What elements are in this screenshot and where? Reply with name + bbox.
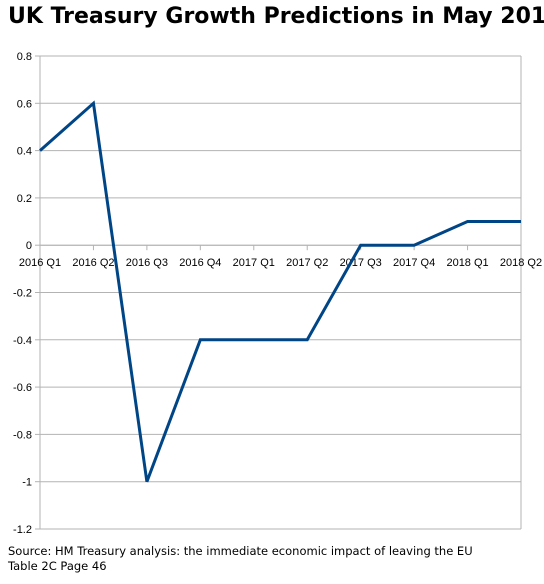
x-tick-label: 2016 Q2	[72, 257, 114, 269]
x-tick-labels: 2016 Q1 2016 Q2 2016 Q3 2016 Q4 2017 Q1 2017 …	[19, 257, 542, 269]
source-line-2: Table 2C Page 46	[8, 559, 107, 573]
y-tick-label: 0.4	[17, 146, 32, 158]
source-note: Source: HM Treasury analysis: the immedi…	[8, 544, 473, 574]
x-tick-label: 2016 Q3	[126, 257, 168, 269]
y-tick-label: -1	[22, 477, 32, 489]
y-tick-labels: 0.8 0.6 0.4 0.2 0 -0.2 -0.4 -0.6 -0.8 -1 -1.2	[13, 51, 32, 536]
y-tick-label: 0.2	[17, 193, 32, 205]
axes	[35, 55, 522, 530]
source-line-1: Source: HM Treasury analysis: the immedi…	[8, 544, 473, 558]
y-tick-label: -0.8	[13, 429, 32, 441]
gridlines	[40, 55, 521, 530]
x-tick-label: 2017 Q3	[340, 257, 382, 269]
series-line	[39, 100, 521, 483]
x-tick-label: 2016 Q1	[19, 257, 61, 269]
series-lines	[39, 100, 521, 483]
x-tick-label: 2017 Q2	[286, 257, 328, 269]
x-tick-label: 2017 Q4	[393, 257, 435, 269]
y-tick-label: -0.4	[13, 335, 32, 347]
y-tick-label: 0.8	[17, 51, 32, 63]
y-tick-label: 0.6	[17, 98, 32, 110]
y-tick-label: -0.2	[13, 288, 32, 300]
x-tick-label: 2018 Q2	[500, 257, 542, 269]
x-tick-label: 2018 Q1	[446, 257, 488, 269]
x-tick-label: 2017 Q1	[233, 257, 275, 269]
y-tick-label: -1.2	[13, 524, 32, 536]
y-tick-label: 0	[26, 240, 32, 252]
chart-title: UK Treasury Growth Predictions in May 20…	[8, 4, 544, 29]
x-tick-label: 2016 Q4	[179, 257, 221, 269]
y-tick-label: -0.6	[13, 382, 32, 394]
